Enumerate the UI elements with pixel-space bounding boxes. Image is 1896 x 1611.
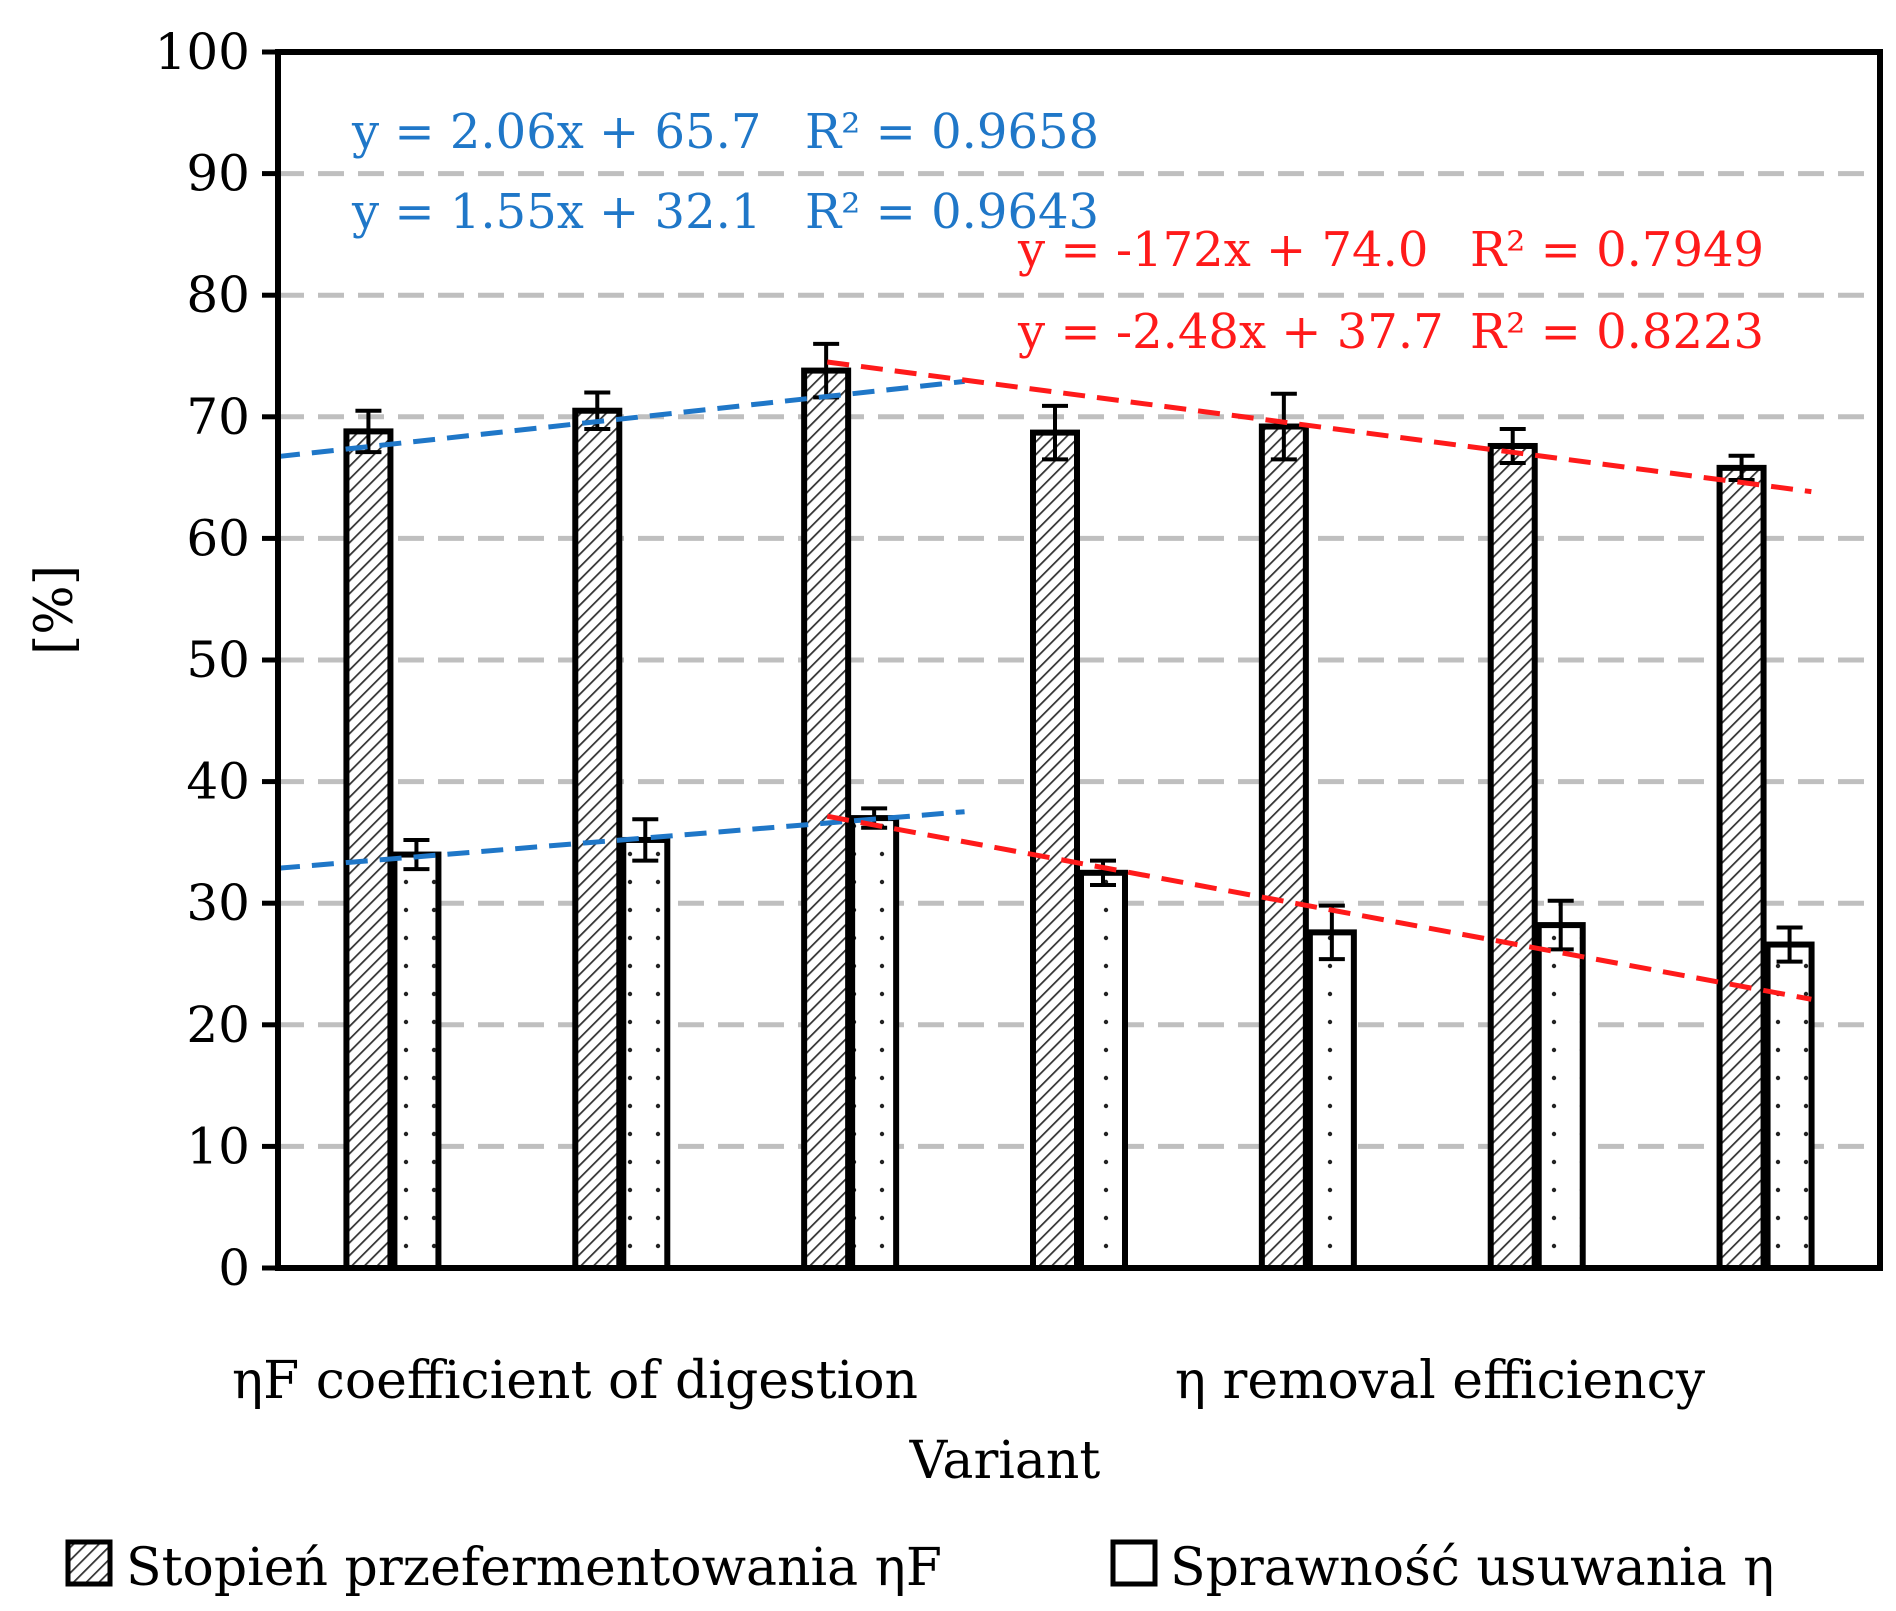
bar-series-1-variant-5 xyxy=(1258,423,1309,1271)
y-tick-label-50: 50 xyxy=(186,631,250,689)
trendline-equations: y = 2.06x + 65.7 R² = 0.9658 y = 1.55x + 3… xyxy=(351,104,1764,360)
trendline-4 xyxy=(826,813,1812,1002)
y-tick-label-80: 80 xyxy=(186,266,250,324)
trendline-equation-2: y = 1.55x + 32.1 xyxy=(351,184,761,240)
trendline-equation-4: y = -2.48x + 37.7 xyxy=(1017,304,1444,360)
y-axis-label: [%] xyxy=(25,565,85,655)
bar-series-2-variant-1 xyxy=(391,851,442,1271)
legend-swatch-hatched xyxy=(65,1539,113,1587)
y-tick-label-20: 20 xyxy=(186,996,250,1054)
trendlines xyxy=(277,359,1812,1002)
legend-label-series-1: Stopień przefermentowania ηF xyxy=(126,1538,942,1598)
bar-series-2-variant-5 xyxy=(1306,929,1357,1271)
trendline-r2-3: R² = 0.7949 xyxy=(1470,222,1764,278)
bar-series-2-variant-6 xyxy=(1535,922,1586,1271)
legend: Stopień przefermentowania ηF Sprawność u… xyxy=(65,1538,1774,1598)
bar-series-2-variant-4 xyxy=(1078,869,1128,1271)
trendline-2 xyxy=(277,809,965,871)
y-tick-label-0: 0 xyxy=(218,1239,250,1297)
y-tick-label-70: 70 xyxy=(186,388,250,446)
error-bars xyxy=(355,341,1803,964)
trendline-r2-1: R² = 0.9658 xyxy=(805,104,1099,160)
bars xyxy=(343,367,1815,1272)
bar-series-2-variant-3 xyxy=(849,815,900,1272)
y-tick-label-60: 60 xyxy=(186,509,250,567)
y-tick-label-10: 10 xyxy=(186,1117,250,1175)
trendline-equation-3: y = -172x + 74.0 xyxy=(1017,222,1428,278)
legend-label-series-2: Sprawność usuwania η xyxy=(1170,1538,1774,1598)
bar-series-1-variant-2 xyxy=(572,407,623,1272)
bar-series-1-variant-6 xyxy=(1487,442,1538,1271)
x-axis-label: Variant xyxy=(909,1431,1101,1491)
x-sub-label-left: ηF coefficient of digestion xyxy=(232,1351,918,1411)
bar-series-1-variant-4 xyxy=(1030,429,1080,1272)
trendline-1 xyxy=(277,378,965,460)
axes xyxy=(262,49,1883,1271)
y-tick-label-30: 30 xyxy=(186,874,250,932)
bar-series-1-variant-1 xyxy=(343,428,394,1271)
bar-series-2-variant-2 xyxy=(620,836,671,1272)
legend-swatch-dotted xyxy=(1110,1539,1158,1587)
y-tick-label-90: 90 xyxy=(186,145,250,203)
y-tick-labels: 0 10 20 30 40 50 60 70 80 90 100 xyxy=(155,23,250,1297)
bar-series-1-variant-7 xyxy=(1716,464,1767,1271)
y-tick-label-100: 100 xyxy=(155,23,250,81)
trendline-equation-1: y = 2.06x + 65.7 xyxy=(351,104,761,160)
x-sub-label-right: η removal efficiency xyxy=(1175,1351,1706,1411)
trendline-3 xyxy=(826,359,1812,495)
y-tick-label-40: 40 xyxy=(186,753,250,811)
trendline-r2-4: R² = 0.8223 xyxy=(1470,304,1764,360)
trendline-r2-2: R² = 0.9643 xyxy=(805,184,1099,240)
